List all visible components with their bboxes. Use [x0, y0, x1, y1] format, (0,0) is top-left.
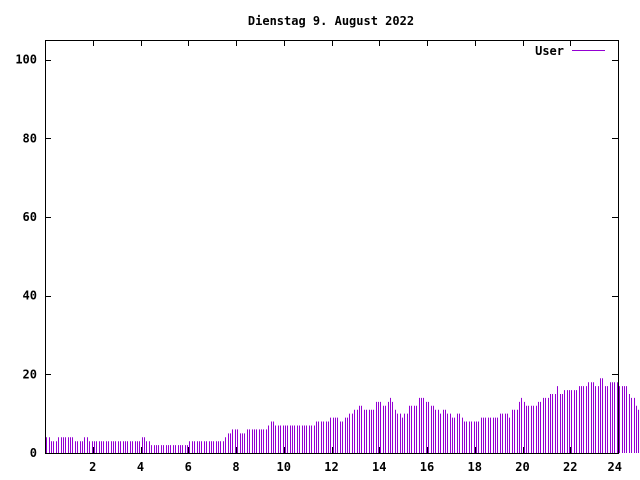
x-tick-label: 10 [277, 460, 291, 474]
x-tick-label: 8 [232, 460, 239, 474]
y-tick-label: 20 [23, 367, 37, 381]
x-tick-label: 2 [89, 460, 96, 474]
x-axis: 2 4 6 8 10 12 14 16 18 20 22 24 [89, 40, 622, 474]
bars-group [46, 378, 639, 453]
x-tick-label: 4 [137, 460, 144, 474]
legend: User [535, 44, 605, 58]
y-tick-label: 0 [30, 446, 37, 460]
x-tick-label: 22 [563, 460, 577, 474]
x-tick-label: 24 [608, 460, 622, 474]
x-tick-label: 16 [420, 460, 434, 474]
legend-label: User [535, 44, 564, 58]
chart-title: Dienstag 9. August 2022 [248, 14, 414, 28]
y-tick-label: 100 [15, 53, 37, 67]
x-tick-label: 18 [468, 460, 482, 474]
x-tick-label: 6 [185, 460, 192, 474]
y-tick-label: 40 [23, 289, 37, 303]
plot-frame [45, 40, 619, 454]
x-tick-label: 14 [372, 460, 386, 474]
x-tick-label: 20 [515, 460, 529, 474]
y-axis: 0 20 40 60 80 100 [15, 53, 618, 460]
y-tick-label: 60 [23, 210, 37, 224]
x-tick-label: 12 [324, 460, 338, 474]
y-tick-label: 80 [23, 131, 37, 145]
